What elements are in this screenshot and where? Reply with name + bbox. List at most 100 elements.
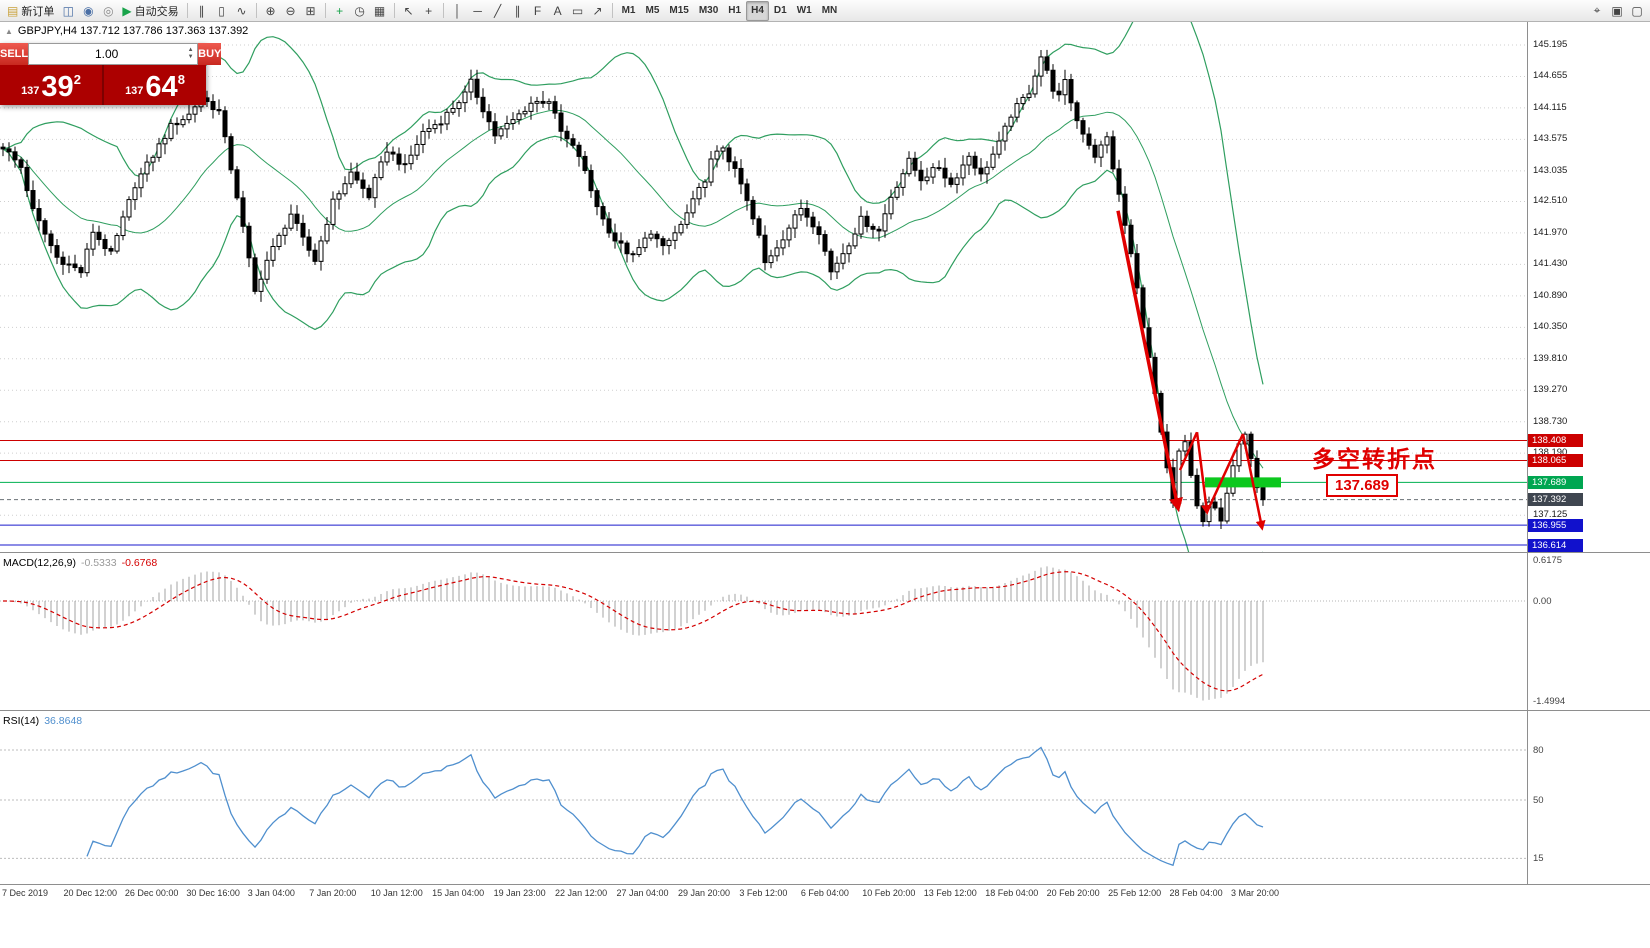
equidistant-channel-icon: ∥ bbox=[514, 3, 521, 18]
profiles-icon[interactable]: ▢ bbox=[1631, 3, 1643, 18]
cursor-icon[interactable]: ↖ bbox=[399, 1, 419, 21]
price-plot-svg[interactable] bbox=[0, 22, 1527, 552]
indicators-icon[interactable]: + bbox=[330, 1, 350, 21]
zoom-out-icon: ⊖ bbox=[285, 3, 296, 18]
zigzag-arrow-segment[interactable] bbox=[1205, 433, 1245, 513]
toolbar-separator bbox=[324, 3, 326, 18]
chart-symbol-icon: ▲ bbox=[5, 26, 13, 36]
time-label: 3 Mar 20:00 bbox=[1231, 888, 1280, 898]
sell-button[interactable]: SELL bbox=[0, 43, 29, 65]
sell-price-sup: 2 bbox=[73, 72, 81, 87]
price-tag-label[interactable]: 137.689 bbox=[1326, 474, 1399, 497]
rsi-value: 36.8648 bbox=[44, 715, 83, 727]
new-order-button[interactable]: ▤ 新订单 bbox=[3, 1, 58, 21]
sell-price[interactable]: 137 39 2 bbox=[0, 65, 102, 105]
time-axis[interactable]: 7 Dec 2019 20 Dec 12:00 26 Dec 00:00 30 Dec… bbox=[0, 884, 1650, 902]
tile-windows-icon: ⊞ bbox=[305, 3, 316, 18]
new-order-icon: ▤ bbox=[7, 3, 19, 18]
chart-properties-icon: ▦ bbox=[373, 3, 386, 18]
price-axis-label: 141.430 bbox=[1533, 258, 1568, 270]
spinner-up-icon[interactable]: ▲ bbox=[187, 47, 194, 53]
support-zone-bar[interactable] bbox=[1205, 477, 1281, 488]
trendline-icon: ╱ bbox=[493, 3, 502, 18]
crosshair-icon[interactable]: + bbox=[419, 1, 439, 21]
timeframe-h4[interactable]: H4 bbox=[746, 0, 769, 21]
zoom-out-icon[interactable]: ⊖ bbox=[281, 1, 301, 21]
time-label: 18 Feb 04:00 bbox=[985, 888, 1039, 898]
timeframe-h1[interactable]: H1 bbox=[728, 5, 742, 16]
timeframe-m1[interactable]: M1 bbox=[621, 5, 636, 16]
horizontal-line-icon[interactable]: ─ bbox=[468, 1, 488, 21]
arrows-icon[interactable]: ↗ bbox=[588, 1, 608, 21]
time-label: 27 Jan 04:00 bbox=[616, 888, 669, 898]
timeframe-m5[interactable]: M5 bbox=[645, 5, 660, 16]
equidistant-channel-icon[interactable]: ∥ bbox=[508, 1, 528, 21]
search-icon[interactable]: ⌖ bbox=[1593, 3, 1601, 17]
time-label: 10 Jan 12:00 bbox=[370, 888, 423, 898]
zigzag-arrow-segment[interactable] bbox=[1195, 432, 1212, 516]
toolbar-separator bbox=[255, 3, 257, 18]
main-chart[interactable]: ▲ GBPJPY,H4 137.712 137.786 137.363 137.… bbox=[0, 22, 1527, 552]
rsi-plot-svg[interactable] bbox=[0, 711, 1527, 883]
timeframe-w1[interactable]: W1 bbox=[796, 5, 812, 16]
fibonacci-icon[interactable]: F bbox=[528, 1, 548, 21]
rsi-axis-label: 80 bbox=[1533, 744, 1544, 756]
panel-separator[interactable] bbox=[0, 710, 1650, 711]
text-label-icon[interactable]: ▭ bbox=[568, 1, 588, 21]
auto-trading-button[interactable]: ▶ 自动交易 bbox=[118, 1, 182, 21]
timeframes-icon[interactable]: ◷ bbox=[350, 1, 370, 21]
zoom-in-icon: ⊕ bbox=[265, 3, 276, 18]
panel-separator[interactable] bbox=[0, 552, 1650, 553]
buy-price[interactable]: 137 64 8 bbox=[104, 65, 206, 105]
rsi-label: RSI(14) 36.8648 bbox=[3, 715, 82, 727]
price-axis[interactable]: 145.195 144.655 144.115 143.575 143.035 142.5… bbox=[1527, 22, 1650, 884]
turning-point-label[interactable]: 多空转折点 bbox=[1312, 446, 1437, 472]
trendline-icon[interactable]: ╱ bbox=[488, 1, 508, 21]
price-axis-label: 144.655 bbox=[1533, 70, 1568, 82]
timeframe-d1[interactable]: D1 bbox=[773, 5, 787, 16]
trend-arrow[interactable] bbox=[1116, 210, 1183, 513]
bollinger-lower-band[interactable] bbox=[2, 135, 1264, 552]
toolbar-group: ↖ + bbox=[399, 0, 439, 22]
timeframes-icon: ◷ bbox=[354, 3, 365, 18]
bar-chart-icon[interactable]: ∥ bbox=[192, 1, 212, 21]
volume-input[interactable] bbox=[29, 47, 185, 61]
tile-windows-icon[interactable]: ⊞ bbox=[301, 1, 321, 21]
time-label: 7 Dec 2019 bbox=[2, 888, 49, 898]
candlestick-chart-icon[interactable]: ▯ bbox=[212, 1, 232, 21]
timeframe-m30[interactable]: M30 bbox=[698, 5, 719, 16]
rsi-axis-label: 15 bbox=[1533, 853, 1544, 865]
spinner-down-icon[interactable]: ▼ bbox=[187, 54, 194, 60]
price-axis-label: 143.575 bbox=[1533, 133, 1568, 145]
auto-trading-icon: ▶ bbox=[122, 3, 132, 18]
text-icon: A bbox=[553, 3, 562, 18]
chart-properties-icon[interactable]: ▦ bbox=[370, 1, 390, 21]
price-axis-label: 139.810 bbox=[1533, 352, 1568, 364]
new-chart-icon[interactable]: ▣ bbox=[1611, 3, 1623, 18]
macd-panel[interactable]: MACD(12,26,9) -0.5333 -0.6768 bbox=[0, 553, 1527, 710]
macd-signal-line bbox=[3, 571, 1264, 692]
toolbar-group: + ◷ ▦ bbox=[330, 0, 390, 22]
crosshair-icon: + bbox=[425, 3, 433, 18]
bollinger-middle-band[interactable] bbox=[2, 109, 1264, 469]
vertical-line-icon[interactable]: │ bbox=[448, 1, 468, 21]
line-chart-icon[interactable]: ∿ bbox=[232, 1, 252, 21]
fibonacci-icon: F bbox=[533, 3, 542, 18]
text-icon[interactable]: A bbox=[548, 1, 568, 21]
price-axis-label: 137.125 bbox=[1533, 509, 1568, 521]
zoom-in-icon[interactable]: ⊕ bbox=[261, 1, 281, 21]
timeframe-mn[interactable]: MN bbox=[821, 5, 838, 16]
toolbar-separator bbox=[186, 3, 188, 18]
navigator-icon[interactable]: ◉ bbox=[78, 1, 98, 21]
terminal-icon[interactable]: ◎ bbox=[98, 1, 118, 21]
macd-plot-svg[interactable] bbox=[0, 553, 1527, 710]
zigzag-arrow-segment[interactable] bbox=[1241, 433, 1266, 531]
price-level-badge: 137.392 bbox=[1528, 493, 1583, 507]
zigzag-arrow-segment[interactable] bbox=[1178, 431, 1199, 471]
market-watch-icon[interactable]: ◫ bbox=[58, 1, 78, 21]
rsi-panel[interactable]: RSI(14) 36.8648 bbox=[0, 711, 1527, 883]
timeframe-m15[interactable]: M15 bbox=[669, 5, 689, 16]
time-label: 28 Feb 04:00 bbox=[1169, 888, 1223, 898]
volume-spinner[interactable]: ▲ ▼ bbox=[184, 47, 197, 61]
buy-button[interactable]: BUY bbox=[198, 43, 222, 65]
